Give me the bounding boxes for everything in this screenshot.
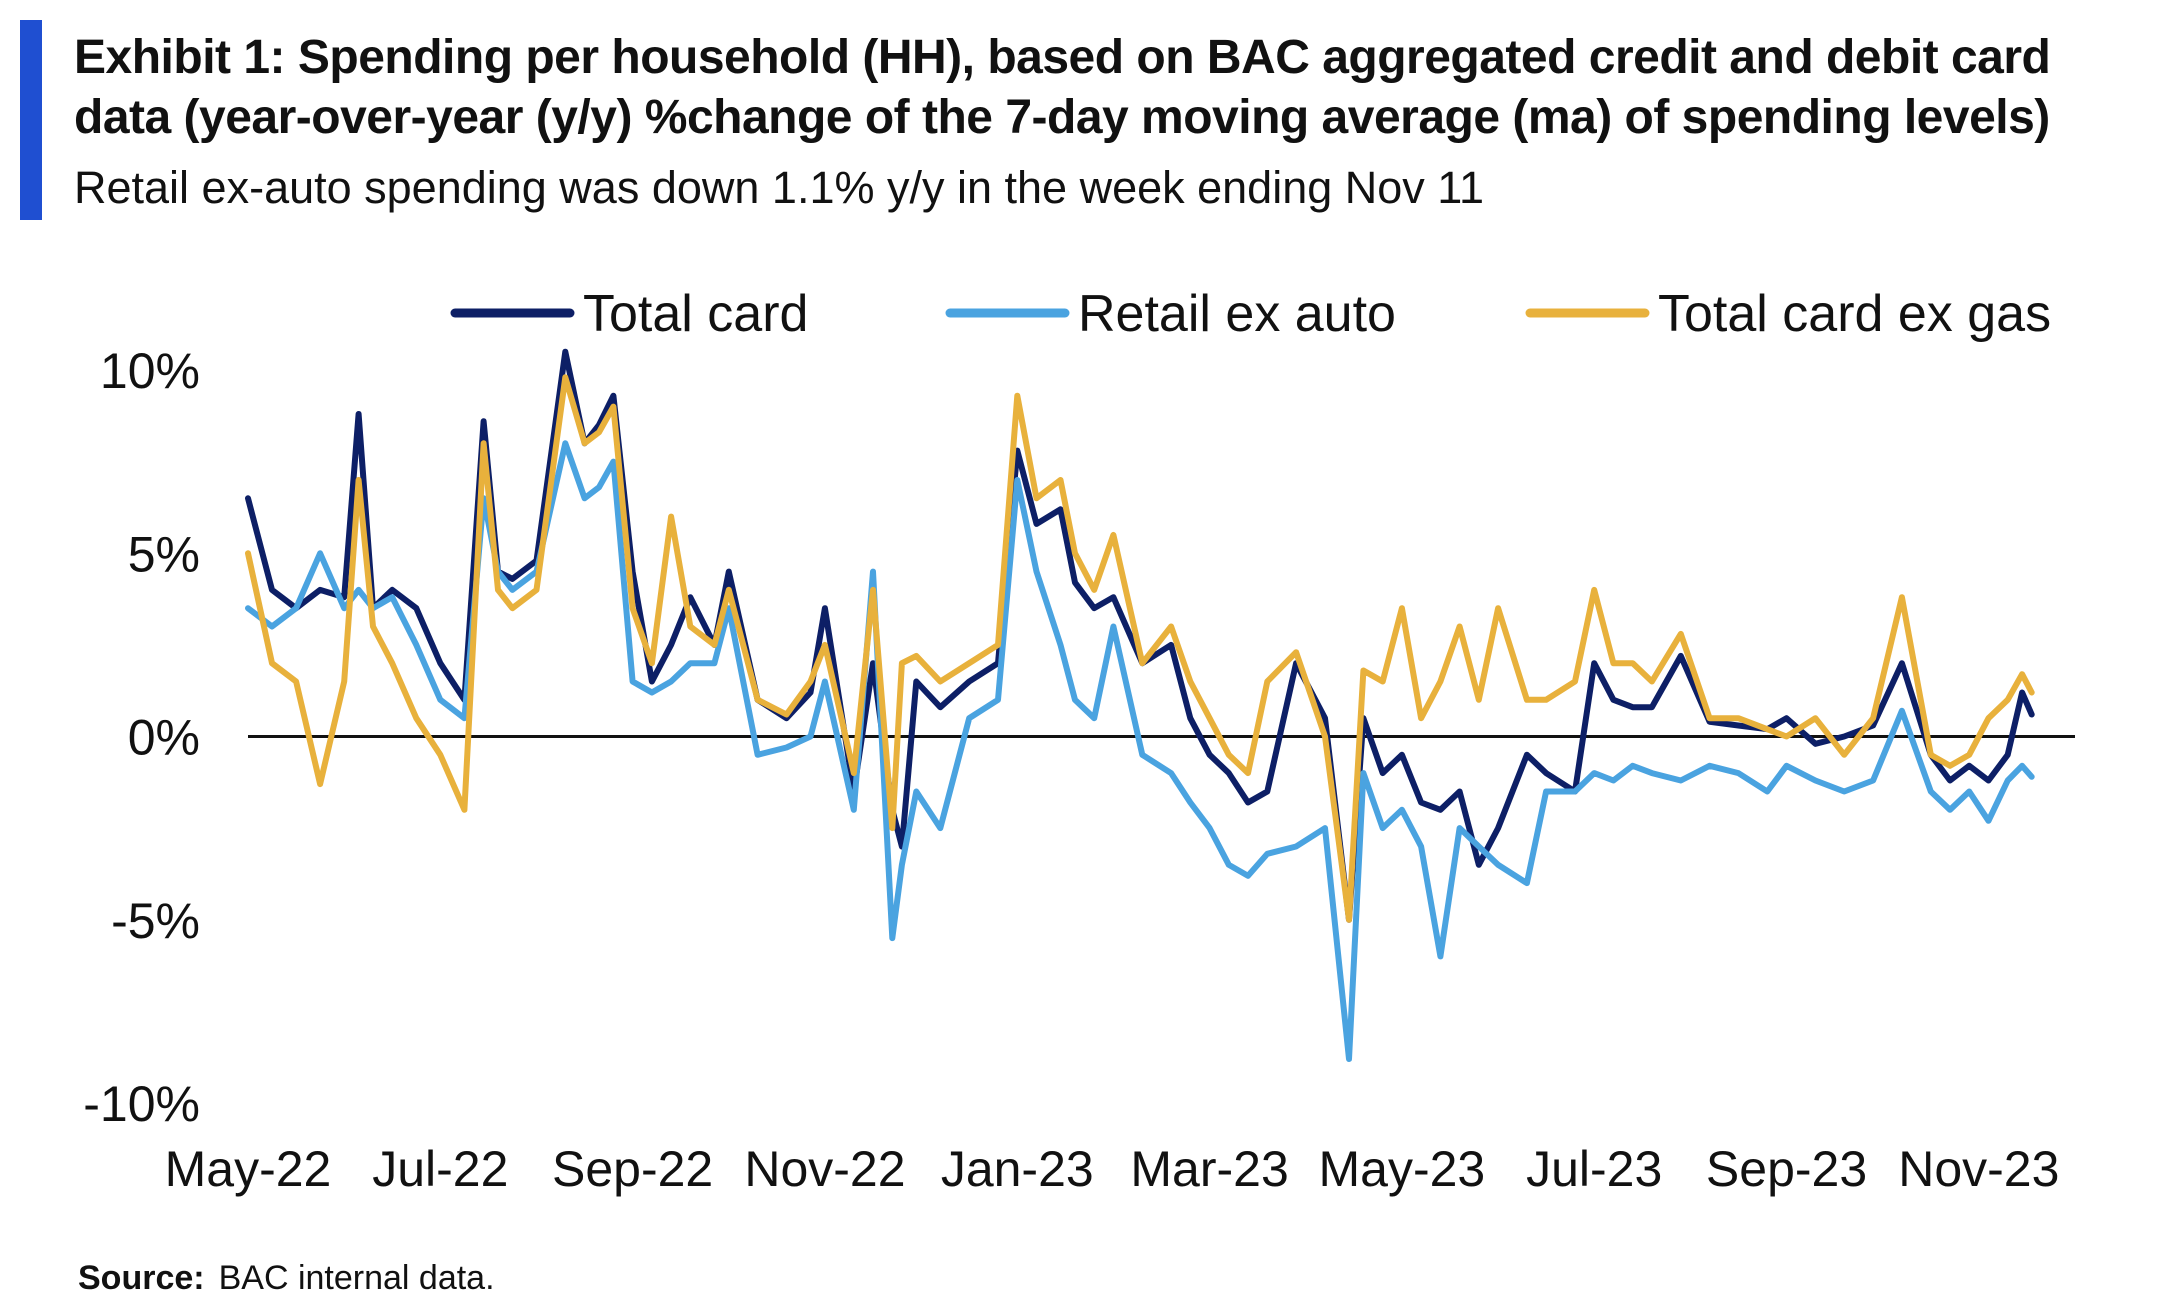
chart-title: Exhibit 1: Spending per household (HH), … — [74, 31, 2051, 144]
legend-label: Retail ex auto — [1078, 285, 1396, 343]
source-text: BAC internal data. — [218, 1259, 495, 1297]
source-label: Source: — [78, 1259, 205, 1297]
y-tick-label: 0% — [128, 710, 200, 766]
series-line-total-card — [245, 348, 2035, 923]
y-tick-label: 10% — [100, 343, 200, 399]
legend-label: Total card — [583, 285, 808, 343]
x-tick-label: Mar-23 — [1130, 1141, 1288, 1197]
legend-item-retail-ex-auto: Retail ex auto — [945, 285, 1396, 343]
x-tick-label: Jul-22 — [372, 1141, 508, 1197]
legend-item-total-card-ex-gas: Total card ex gas — [1525, 285, 2051, 343]
x-tick-label: May-23 — [1319, 1141, 1486, 1197]
x-tick-label: Jan-23 — [941, 1141, 1094, 1197]
x-tick-label: Nov-23 — [1898, 1141, 2059, 1197]
series-line-total-card-ex-gas — [245, 374, 2035, 923]
line-chart: Total card Retail ex auto Total card ex ga… — [83, 285, 2075, 1197]
x-tick-label: Sep-22 — [552, 1141, 713, 1197]
x-tick-label: May-22 — [165, 1141, 332, 1197]
source-note: Source: BAC internal data. — [78, 1258, 495, 1298]
x-tick-label: Jul-23 — [1526, 1141, 1662, 1197]
series-line-retail-ex-auto — [245, 440, 2035, 1062]
x-tick-label: Nov-22 — [744, 1141, 905, 1197]
legend-label: Total card ex gas — [1658, 285, 2051, 343]
legend: Total card Retail ex auto Total card ex ga… — [450, 285, 2051, 343]
y-tick-label: -10% — [83, 1076, 200, 1132]
x-tick-label: Sep-23 — [1706, 1141, 1867, 1197]
series-group — [245, 348, 2035, 1062]
y-axis: 10% 5% 0% -5% -10% — [83, 343, 200, 1132]
chart-subtitle: Retail ex-auto spending was down 1.1% y/… — [74, 162, 1485, 213]
y-tick-label: -5% — [111, 893, 200, 949]
x-axis: May-22 Jul-22 Sep-22 Nov-22 Jan-23 Mar-23 May-… — [165, 1141, 2060, 1197]
y-tick-label: 5% — [128, 526, 200, 582]
accent-bar — [20, 20, 42, 220]
legend-item-total-card: Total card — [450, 285, 808, 343]
